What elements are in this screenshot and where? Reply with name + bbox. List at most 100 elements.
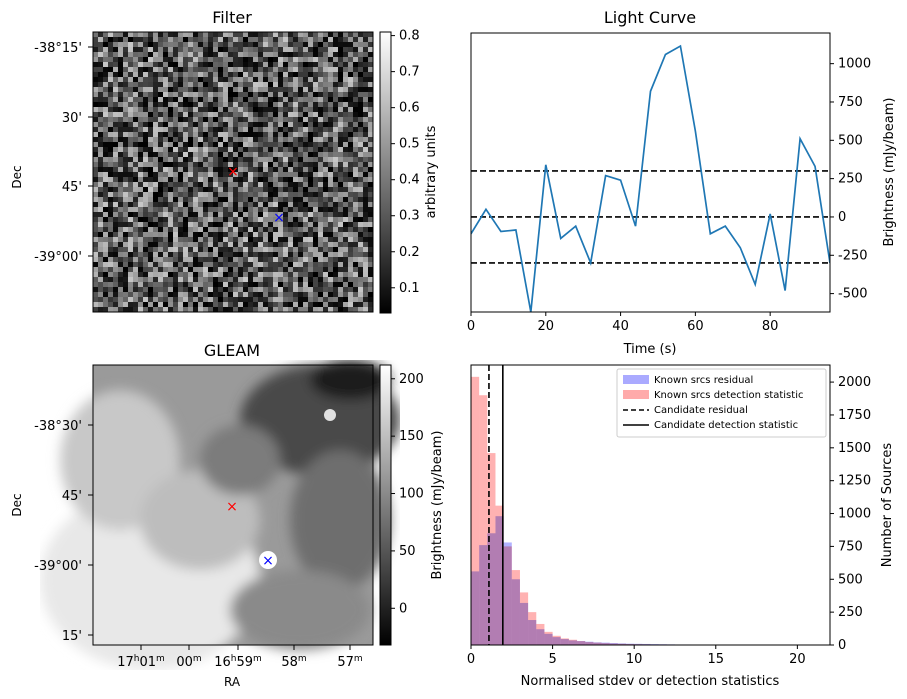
hist-xtick-label: 5 [548, 652, 556, 667]
hist-ytick-label: 1000 [838, 507, 871, 522]
colorbar-tick-label: 50 [399, 544, 416, 559]
lc-xtick-label: 60 [687, 319, 704, 334]
colorbar-tick-label: 0.1 [399, 281, 420, 296]
gleam-colorbar-ticks: 0 50 100 150 200 [391, 372, 424, 616]
hist-plot-area [471, 365, 814, 645]
known-source-marker: × [262, 553, 274, 569]
light-curve-panel: Light Curve 0 20 40 60 80 -500 -250 0 250 500 750 1… [467, 8, 897, 357]
filter-image [93, 32, 374, 313]
histogram-panel: 0 5 10 15 20 0 250 500 750 1000 1250 1500 1750 2000 N… [467, 364, 895, 689]
filter-dec-ticks [88, 46, 93, 257]
filter-title: Filter [212, 8, 252, 27]
lc-ytick-label: 0 [838, 210, 846, 225]
hist-bar [544, 633, 553, 645]
lc-ytick-label: -250 [838, 248, 868, 263]
gleam-ra-tick: 58m [281, 654, 306, 670]
legend-swatch-residual [623, 375, 649, 384]
colorbar-tick-label: 200 [399, 372, 424, 387]
hist-bar [617, 643, 627, 645]
colorbar-tick-label: 0.8 [399, 29, 420, 44]
gleam-panel: GLEAM -38°30' 45' -39 [10, 341, 445, 689]
hist-bar [519, 602, 529, 645]
lc-title: Light Curve [604, 8, 696, 27]
hist-bar [601, 642, 610, 645]
filter-ylabel: Dec [10, 165, 24, 188]
hist-ytick-label: 250 [838, 605, 863, 620]
filter-dec-tick: 30' [62, 111, 82, 126]
gleam-dec-ticks [88, 424, 351, 650]
lc-ytick-label: 750 [838, 95, 863, 110]
colorbar-tick-label: 0.3 [399, 209, 420, 224]
filter-colorbar-ticks: 0.1 0.2 0.3 0.4 0.5 0.6 0.7 0.8 [391, 29, 420, 296]
lc-xlabel: Time (s) [623, 342, 677, 357]
gleam-colorbar [379, 364, 392, 646]
hist-bar [593, 642, 602, 645]
legend-label: Known srcs residual [654, 375, 753, 386]
hist-bar [552, 637, 561, 645]
legend-label: Known srcs detection statistic [654, 390, 803, 401]
lc-ytick-label: 500 [838, 133, 863, 148]
gleam-dec-tick: 45' [62, 489, 82, 504]
hist-bar [642, 643, 651, 645]
hist-bar [626, 643, 635, 645]
lc-ylabel: Brightness (mJy/beam) [882, 98, 897, 247]
colorbar-tick-label: 0.2 [399, 245, 420, 260]
gleam-dec-tick: 15' [62, 629, 82, 644]
gleam-dec-tick: -39°00' [34, 559, 82, 574]
hist-bar [560, 639, 569, 645]
colorbar-tick-label: 0 [399, 601, 407, 616]
colorbar-tick-label: 0.6 [399, 101, 420, 116]
hist-bar [471, 571, 480, 645]
hist-ytick-label: 1750 [838, 408, 871, 423]
hist-bar [528, 620, 537, 645]
lc-ticks: 0 20 40 60 80 -500 -250 0 250 500 750 1000 [467, 57, 871, 334]
hist-legend: Known srcs residual Known srcs detection… [616, 368, 827, 438]
gleam-colorbar-label: Brightness (mJy/beam) [430, 431, 445, 580]
hist-bar [503, 542, 512, 645]
lc-xtick-label: 40 [612, 319, 629, 334]
gleam-xlabel: RA [224, 675, 241, 689]
hist-bar [487, 533, 496, 645]
lc-plot-area [471, 44, 830, 312]
hist-ytick-label: 500 [838, 572, 863, 587]
gleam-ra-tick: 17h01m [117, 654, 165, 670]
filter-dec-tick: -39°00' [34, 250, 82, 265]
filter-dec-tick: 45' [62, 180, 82, 195]
colorbar-tick-label: 100 [399, 487, 424, 502]
colorbar-tick-label: 0.7 [399, 65, 420, 80]
candidate-marker: × [226, 499, 238, 515]
hist-xtick-label: 10 [626, 652, 643, 667]
filter-dec-tick: -38°15' [34, 41, 82, 56]
hist-bar [568, 640, 578, 645]
legend-label: Candidate residual [654, 405, 748, 416]
hist-ylabel: Number of Sources [880, 443, 895, 568]
hist-bar [511, 579, 520, 645]
hist-xlabel: Normalised stdev or detection statistics [521, 674, 780, 689]
hist-ytick-label: 1250 [838, 474, 871, 489]
hist-bar [495, 516, 504, 645]
hist-bar [479, 395, 488, 645]
hist-xtick-label: 15 [707, 652, 724, 667]
gleam-ylabel: Dec [10, 493, 24, 516]
lc-xtick-label: 80 [762, 319, 779, 334]
lc-series-line [471, 44, 830, 312]
legend-swatch-detection [623, 390, 649, 399]
colorbar-tick-label: 0.5 [399, 137, 420, 152]
gleam-ra-tick: 16h59m [214, 654, 262, 670]
hist-bar [536, 629, 545, 645]
colorbar-tick-label: 0.4 [399, 173, 420, 188]
filter-colorbar [379, 31, 392, 314]
hist-frame [470, 364, 831, 646]
hist-ytick-label: 0 [838, 638, 846, 653]
gleam-ra-tick: 57m [337, 654, 362, 670]
gleam-image [40, 360, 400, 670]
hist-xtick-label: 20 [789, 652, 806, 667]
lc-xtick-label: 0 [467, 319, 475, 334]
gleam-title: GLEAM [204, 341, 260, 360]
hist-bar [577, 641, 586, 645]
hist-bar [471, 376, 480, 645]
lc-ytick-label: -500 [838, 287, 868, 302]
lc-xtick-label: 20 [538, 319, 555, 334]
known-source-marker: × [273, 210, 285, 226]
